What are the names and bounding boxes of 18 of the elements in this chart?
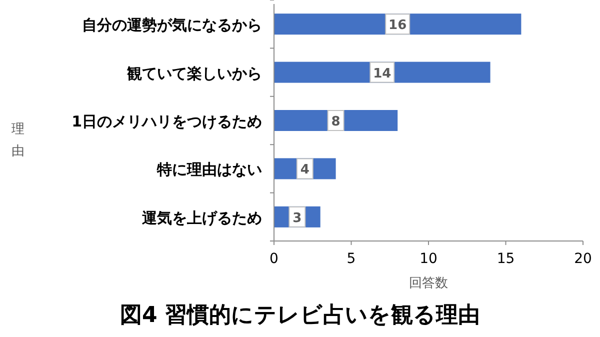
data-label: 4 [300, 162, 310, 178]
data-label: 8 [331, 114, 340, 130]
x-tick-label: 0 [270, 251, 278, 267]
x-axis-title: 回答数 [409, 276, 448, 291]
data-label: 14 [373, 66, 392, 82]
x-tick-label: 20 [574, 251, 592, 267]
y-tick-label: 1日のメリハリをつけるため [72, 112, 262, 130]
data-label: 16 [388, 18, 407, 34]
x-tick-label: 10 [420, 251, 438, 267]
data-label: 3 [292, 210, 302, 226]
y-tick-label: 特に理由はない [156, 160, 262, 179]
text: 図4 習慣的にテレビ占いを観る理由 [120, 303, 480, 328]
y-tick-label: 観ていて楽しいから [126, 64, 262, 82]
x-tick-label: 15 [496, 251, 515, 267]
x-tick-label: 5 [346, 251, 356, 267]
y-tick-label: 運気を上げるため [141, 208, 262, 227]
y-tick-label: 自分の運勢が気になるから [82, 16, 262, 34]
y-axis-title: 理由 [12, 122, 24, 159]
